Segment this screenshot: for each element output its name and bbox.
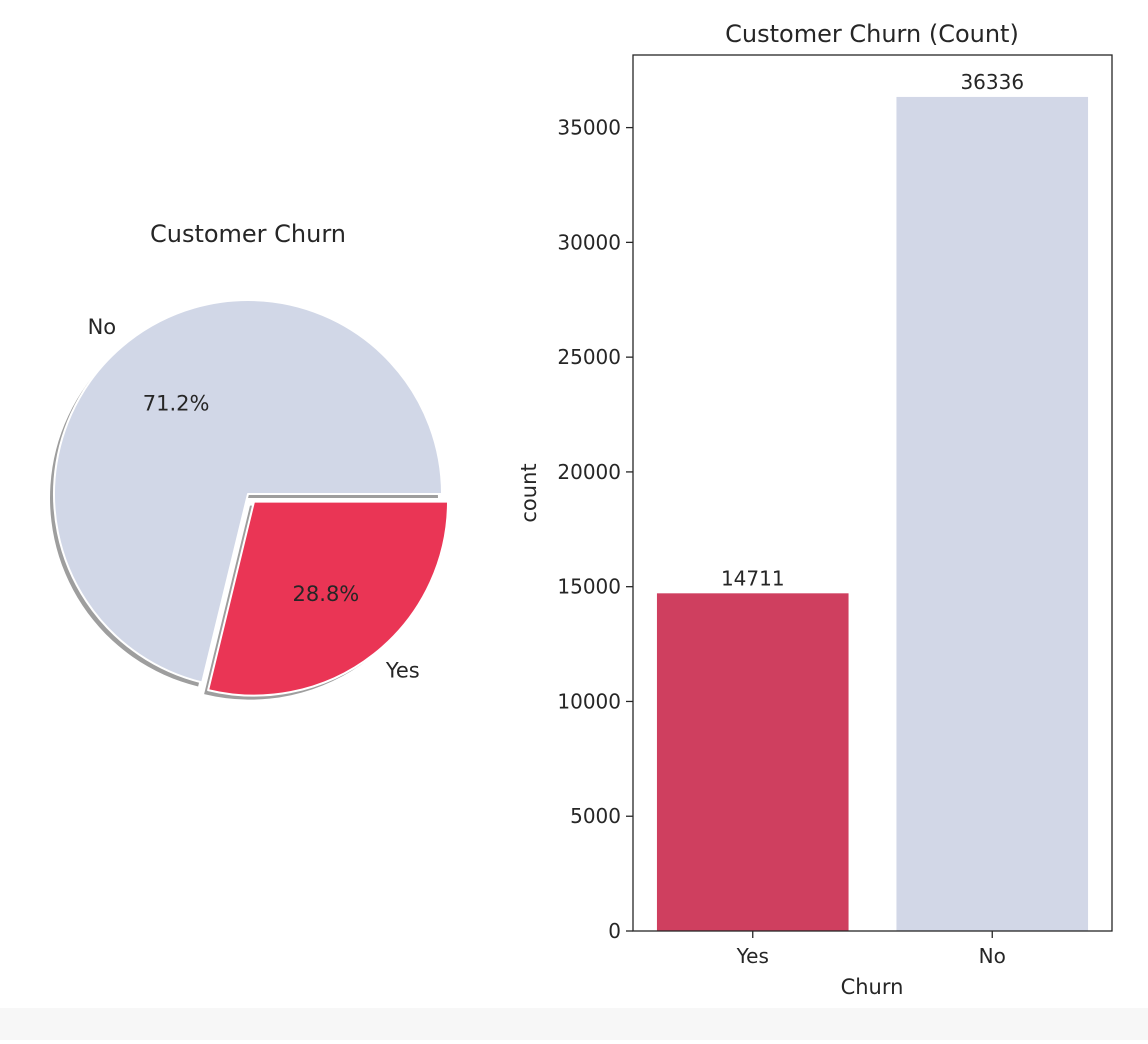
- data-label-no: 36336: [960, 70, 1024, 94]
- x-tick-label-yes: Yes: [736, 944, 769, 968]
- pie-chart-title: Customer Churn: [150, 220, 346, 248]
- y-tick-label-15000: 15000: [557, 575, 621, 599]
- x-axis-label: Churn: [841, 975, 904, 999]
- bar-chart: Customer Churn (Count) 0 5000 10000 15000 20…: [517, 20, 1113, 999]
- bar-no: [896, 96, 1089, 932]
- y-axis-ticks: 0 5000 10000 15000 20000 25000 30000 35000: [557, 116, 633, 943]
- bar-data-labels: 14711 36336: [721, 70, 1024, 590]
- y-tick-label-30000: 30000: [557, 230, 621, 254]
- data-label-yes: 14711: [721, 566, 785, 590]
- pie-slice-no: [53, 299, 443, 684]
- x-tick-label-no: No: [979, 944, 1006, 968]
- y-tick-label-0: 0: [608, 919, 621, 943]
- pie-label-yes: Yes: [385, 658, 420, 682]
- bar-chart-title: Customer Churn (Count): [725, 20, 1019, 48]
- pie-pct-label-no: 71.2%: [143, 391, 210, 415]
- pie-pct-label-yes: 28.8%: [293, 582, 360, 606]
- bar-yes: [656, 593, 849, 931]
- pie-chart: Customer Churn No 71.2% Yes 28.8%: [49, 220, 449, 700]
- pie-slice-yes: [207, 500, 449, 697]
- pie-labels: No 71.2% Yes 28.8%: [88, 315, 420, 682]
- y-axis-label: count: [517, 463, 541, 522]
- y-tick-label-35000: 35000: [557, 116, 621, 140]
- pie-slices: [53, 299, 449, 697]
- plot-frame: [632, 54, 1113, 932]
- pie-label-no: No: [88, 315, 117, 339]
- y-tick-label-25000: 25000: [557, 345, 621, 369]
- x-axis-ticks: Yes No: [736, 931, 1006, 968]
- y-tick-label-10000: 10000: [557, 689, 621, 713]
- bar-bars: [656, 96, 1089, 932]
- bottom-margin: [0, 1008, 1148, 1040]
- y-tick-label-5000: 5000: [570, 804, 621, 828]
- y-tick-label-20000: 20000: [557, 460, 621, 484]
